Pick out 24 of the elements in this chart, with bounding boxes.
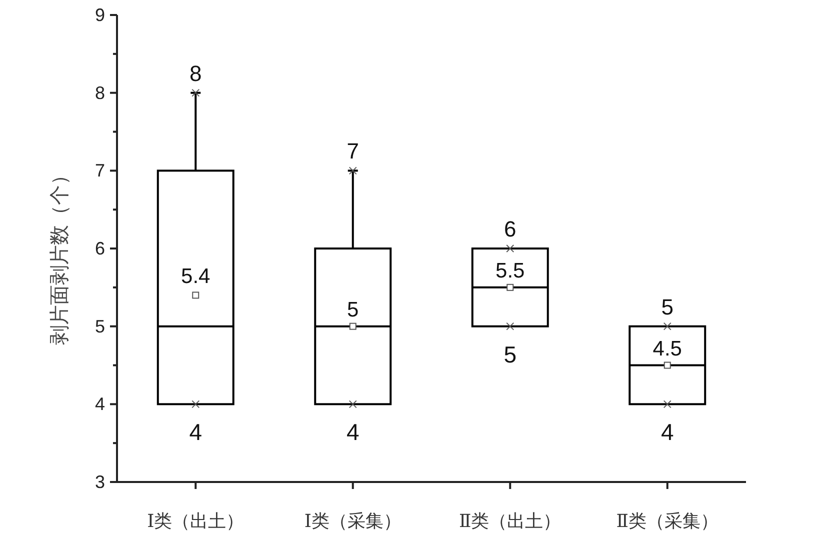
x-tick-label: Ⅰ类（出土）: [147, 511, 244, 531]
annotation: 5.4: [181, 265, 211, 288]
annotation: 4: [189, 419, 202, 446]
y-tick-label: 4: [94, 394, 105, 414]
y-tick-label: 3: [94, 472, 105, 492]
y-tick-label: 9: [94, 5, 105, 25]
annotation: 5: [504, 341, 517, 368]
annotation: 4: [346, 419, 360, 446]
annotation: 8: [190, 60, 202, 86]
annotation: 4: [660, 419, 674, 446]
annotation: 5: [661, 294, 674, 320]
annotation: 7: [346, 138, 359, 164]
annotation: 6: [504, 216, 516, 242]
y-tick-label: 5: [94, 316, 105, 336]
x-tick-label: Ⅱ类（采集）: [616, 511, 718, 531]
y-tick-label: 7: [94, 160, 105, 181]
y-tick-label: 8: [94, 82, 105, 103]
x-tick-label: Ⅱ类（出土）: [459, 511, 562, 531]
annotation: 5: [347, 298, 359, 322]
y-tick-label: 6: [94, 238, 105, 258]
annotation: 4.5: [652, 337, 682, 360]
annotation: 5.5: [496, 259, 525, 282]
y-axis-title: 剥片面剥片数（个）: [49, 165, 71, 345]
x-tick-label: Ⅰ类（采集）: [304, 511, 402, 531]
